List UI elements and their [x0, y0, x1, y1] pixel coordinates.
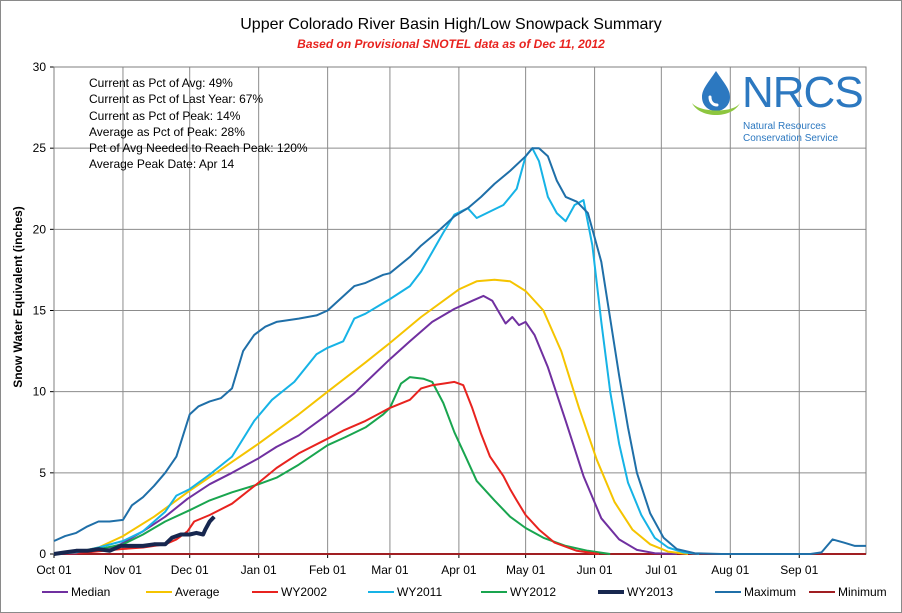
x-tick-label: Aug 01 [711, 563, 749, 577]
x-tick-label: Mar 01 [371, 563, 409, 577]
y-tick-label: 5 [39, 466, 46, 480]
series-line-average [53, 278, 689, 555]
logo-line-1: Natural Resources [743, 121, 826, 132]
stat-pct-needed: Pct of Avg Needed to Reach Peak: 120% [89, 141, 308, 156]
series-line-wy2002 [53, 380, 600, 555]
series-line-wy2012 [53, 376, 611, 555]
chart-title: Upper Colorado River Basin High/Low Snow… [240, 16, 662, 33]
y-tick-label: 20 [33, 222, 47, 236]
stat-pct-peak: Current as Pct of Peak: 14% [89, 108, 241, 123]
logo-wordmark: NRCS [742, 68, 864, 117]
y-tick-label: 15 [33, 304, 47, 318]
series-line-wy2011 [53, 147, 700, 555]
stats-annotations: Current as Pct of Avg: 49% Current as Pc… [89, 75, 308, 173]
series-line-median [53, 294, 677, 555]
legend-label-wy2011: WY2011 [397, 585, 442, 599]
y-tick-label: 30 [33, 60, 47, 74]
stat-avg-peak-date: Average Peak Date: Apr 14 [89, 157, 235, 172]
legend-label-average: Average [175, 585, 220, 599]
logo-line-2: Conservation Service [743, 133, 839, 144]
legend-label-wy2013: WY2013 [627, 585, 673, 599]
logo-subtitle: Natural Resources Conservation Service [743, 121, 838, 145]
chart-subtitle: Based on Provisional SNOTEL data as of D… [297, 37, 605, 51]
x-tick-label: Feb 01 [309, 563, 347, 577]
y-tick-label: 25 [33, 141, 47, 155]
x-tick-label: Nov 01 [104, 563, 142, 577]
x-tick-label: Apr 01 [441, 563, 477, 577]
x-tick-label: Oct 01 [36, 563, 72, 577]
x-tick-label: May 01 [506, 563, 546, 577]
x-tick-label: Jul 01 [645, 563, 677, 577]
legend-label-median: Median [71, 585, 110, 599]
legend-label-wy2012: WY2012 [510, 585, 556, 599]
x-tick-label: Jan 01 [241, 563, 277, 577]
legend-label-maximum: Maximum [744, 585, 796, 599]
series-line-maximum [53, 147, 866, 555]
stat-avg-pct-peak: Average as Pct of Peak: 28% [89, 124, 245, 139]
x-tick-label: Dec 01 [171, 563, 209, 577]
x-tick-label: Sep 01 [780, 563, 818, 577]
stat-pct-avg: Current as Pct of Avg: 49% [89, 76, 233, 90]
water-drop-icon [692, 71, 740, 115]
x-tick-label: Jun 01 [577, 563, 613, 577]
y-tick-label: 0 [39, 547, 46, 561]
legend-label-minimum: Minimum [838, 585, 887, 599]
stat-pct-last-year: Current as Pct of Last Year: 67% [89, 92, 264, 107]
nrcs-logo: NRCS Natural Resources Conservation Serv… [690, 67, 864, 157]
y-tick-label: 10 [33, 385, 47, 399]
legend-label-wy2002: WY2002 [281, 585, 327, 599]
series-line-wy2013 [53, 515, 216, 556]
